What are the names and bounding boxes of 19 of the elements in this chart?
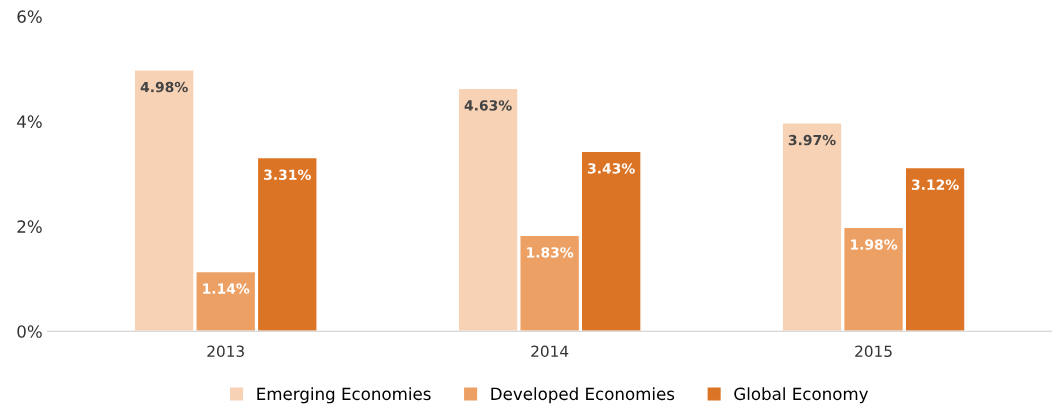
data-label: 3.12% [911,179,959,190]
legend-label: Developed Economies [491,387,675,404]
data-label: 1.83% [527,247,574,258]
data-label: 3.31% [264,169,311,180]
legend-label: Emerging Economies [257,387,431,404]
y-tick-label: 6% [17,10,42,23]
y-tick-label: 0% [17,325,42,338]
y-tick-label: 2% [17,220,42,233]
data-label: 4.98% [140,81,188,93]
data-label: 1.98% [851,239,898,250]
data-label: 1.14% [203,283,250,294]
y-tick-label: 4% [17,115,42,128]
x-tick-label: 2015 [855,345,892,357]
data-label: 3.43% [588,163,635,174]
x-tick-label: 2014 [531,345,569,357]
legend-label: Global Economy [734,387,869,404]
data-label: 4.63% [464,100,512,111]
x-tick-label: 2013 [207,345,244,357]
data-label: 3.97% [788,134,836,146]
